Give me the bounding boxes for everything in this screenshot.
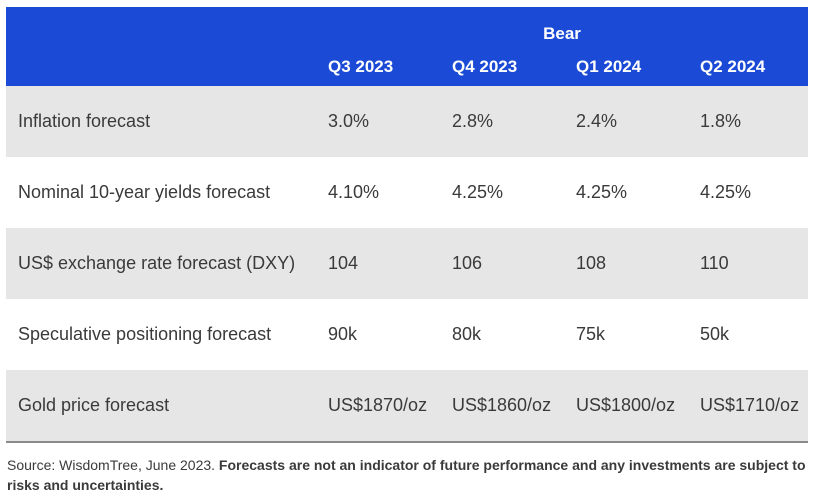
table-cell: US$1860/oz xyxy=(440,370,564,443)
row-label: Speculative positioning forecast xyxy=(6,299,316,370)
table-cell: 2.8% xyxy=(440,86,564,157)
header-label-cell xyxy=(6,48,316,86)
row-label: US$ exchange rate forecast (DXY) xyxy=(6,228,316,299)
row-label: Nominal 10-year yields forecast xyxy=(6,157,316,228)
table-row: Speculative positioning forecast 90k 80k… xyxy=(6,299,808,370)
table-cell: 4.25% xyxy=(688,157,808,228)
table-cell: 4.25% xyxy=(440,157,564,228)
column-header-q1-2024: Q1 2024 xyxy=(564,48,688,86)
table-cell: US$1870/oz xyxy=(316,370,440,443)
table-cell: 80k xyxy=(440,299,564,370)
table-cell: 3.0% xyxy=(316,86,440,157)
table-cell: 4.25% xyxy=(564,157,688,228)
row-label: Gold price forecast xyxy=(6,370,316,443)
forecast-table-container: Bear Q3 2023 Q4 2023 Q1 2024 Q2 2024 Inf… xyxy=(6,7,808,443)
table-cell: 90k xyxy=(316,299,440,370)
quarter-header-row: Q3 2023 Q4 2023 Q1 2024 Q2 2024 xyxy=(6,48,808,86)
scenario-header-bear: Bear xyxy=(316,7,808,48)
table-cell: 106 xyxy=(440,228,564,299)
footnote-source: Source: WisdomTree, June 2023. xyxy=(7,457,219,473)
table-cell: 1.8% xyxy=(688,86,808,157)
source-footnote: Source: WisdomTree, June 2023. Forecasts… xyxy=(7,455,807,495)
table-row: US$ exchange rate forecast (DXY) 104 106… xyxy=(6,228,808,299)
table-cell: 75k xyxy=(564,299,688,370)
column-header-q2-2024: Q2 2024 xyxy=(688,48,808,86)
table-cell: 50k xyxy=(688,299,808,370)
scenario-header-row: Bear xyxy=(6,7,808,48)
table-cell: 110 xyxy=(688,228,808,299)
column-header-q3-2023: Q3 2023 xyxy=(316,48,440,86)
footnote-disclaimer: Forecasts are not an indicator of future… xyxy=(7,457,806,493)
column-header-q4-2023: Q4 2023 xyxy=(440,48,564,86)
header-corner-cell xyxy=(6,7,316,48)
table-row: Nominal 10-year yields forecast 4.10% 4.… xyxy=(6,157,808,228)
table-cell: 4.10% xyxy=(316,157,440,228)
bear-scenario-forecast-table: Bear Q3 2023 Q4 2023 Q1 2024 Q2 2024 Inf… xyxy=(6,7,808,443)
table-cell: US$1710/oz xyxy=(688,370,808,443)
table-cell: 104 xyxy=(316,228,440,299)
row-label: Inflation forecast xyxy=(6,86,316,157)
table-cell: 108 xyxy=(564,228,688,299)
table-row: Inflation forecast 3.0% 2.8% 2.4% 1.8% xyxy=(6,86,808,157)
table-cell: 2.4% xyxy=(564,86,688,157)
table-row: Gold price forecast US$1870/oz US$1860/o… xyxy=(6,370,808,443)
table-cell: US$1800/oz xyxy=(564,370,688,443)
